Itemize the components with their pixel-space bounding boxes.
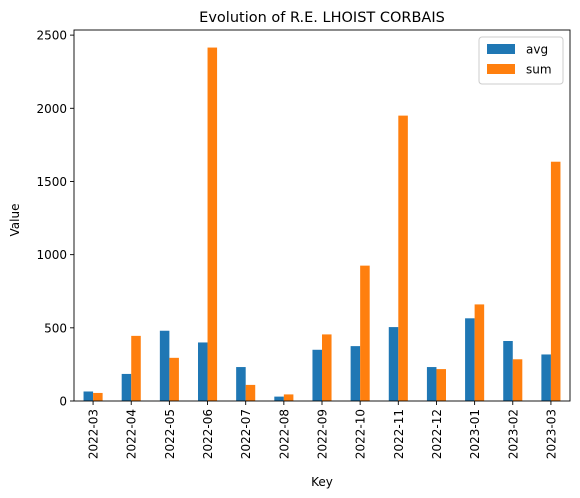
legend-label-sum: sum: [526, 63, 552, 77]
bar-avg-2022-09: [312, 349, 322, 401]
bar-avg-2022-06: [198, 342, 208, 401]
bar-sum-2022-05: [169, 357, 179, 401]
bar-avg-2023-01: [465, 318, 475, 401]
x-tick-label: 2023-02: [506, 409, 520, 459]
bar-avg-2023-03: [541, 354, 551, 401]
bar-sum-2023-02: [512, 359, 523, 401]
chart-title: Evolution of R.E. LHOIST CORBAIS: [199, 10, 445, 26]
bar-avg-2022-03: [83, 391, 94, 401]
x-tick-label: 2022-11: [392, 409, 406, 459]
bar-sum-2022-10: [360, 265, 370, 401]
bar-sum-2022-03: [93, 392, 103, 401]
bar-sum-2022-07: [245, 384, 256, 401]
bar-avg-2022-12: [426, 367, 437, 401]
legend-swatch-avg: [487, 44, 515, 54]
x-tick-label: 2022-12: [430, 409, 444, 459]
x-tick-label: 2022-05: [163, 409, 177, 459]
y-tick-label: 0: [59, 395, 67, 409]
y-tick-label: 1500: [36, 175, 67, 189]
bar-sum-2022-08: [283, 394, 294, 401]
bar-avg-2022-04: [121, 373, 132, 401]
y-tick-label: 1000: [36, 248, 67, 262]
bar-avg-2022-11: [388, 327, 399, 401]
x-tick-label: 2022-08: [277, 409, 291, 459]
bar-sum-2022-11: [398, 115, 408, 402]
bar-sum-2022-04: [131, 335, 141, 401]
bar-sum-2022-06: [207, 47, 218, 402]
x-tick-label: 2022-03: [87, 409, 101, 459]
plot-area: 0 500 1000 1500 2000 2500 2022-03 2022-04 2022-0…: [36, 29, 571, 459]
y-tick-label: 2500: [36, 29, 67, 43]
x-tick-label: 2022-04: [125, 409, 139, 459]
x-tick-label: 2023-01: [468, 409, 482, 459]
bar-avg-2023-02: [503, 341, 513, 401]
y-tick-label: 2000: [36, 102, 67, 116]
legend: avg sum: [478, 36, 564, 85]
legend-swatch-sum: [487, 64, 515, 74]
bar-sum-2023-03: [550, 161, 561, 401]
x-tick-label: 2022-10: [354, 409, 368, 459]
legend-label-avg: avg: [526, 43, 548, 57]
x-axis-label: Key: [311, 475, 333, 489]
bar-avg-2022-10: [350, 346, 361, 401]
bar-avg-2022-07: [236, 367, 246, 401]
bar-sum-2022-12: [436, 369, 446, 401]
bar-sum-2023-01: [474, 304, 485, 401]
x-tick-label: 2022-07: [239, 409, 253, 459]
x-tick-label: 2023-03: [544, 409, 558, 459]
x-tick-label: 2022-09: [316, 409, 330, 459]
bar-sum-2022-09: [322, 334, 332, 401]
bar-avg-2022-05: [159, 330, 170, 401]
bar-avg-2022-08: [274, 396, 284, 401]
x-tick-label: 2022-06: [201, 409, 215, 459]
y-axis-label: Value: [8, 204, 22, 237]
y-tick-label: 500: [44, 321, 67, 335]
